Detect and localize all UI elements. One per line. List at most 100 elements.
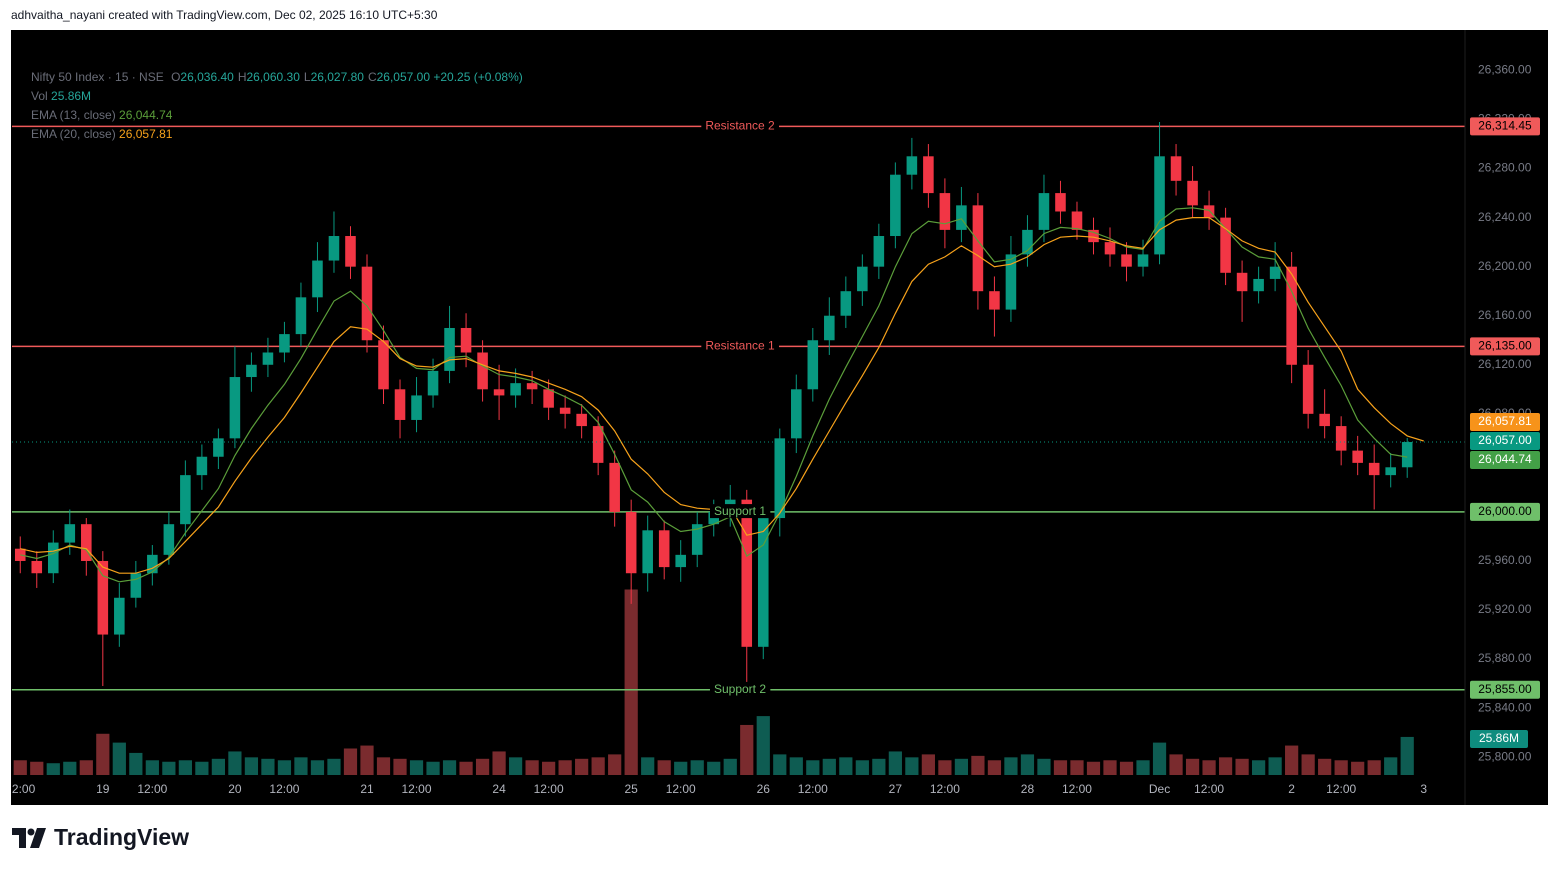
price-tag: [1470, 413, 1540, 431]
volume-bar: [591, 757, 605, 775]
x-tick-label: 26: [757, 782, 771, 796]
volume-bar: [1020, 754, 1035, 775]
volume-bar: [558, 760, 572, 775]
candle-body: [114, 597, 125, 635]
y-tick-label: 25,880.00: [1478, 651, 1532, 665]
y-tick-label: 26,200.00: [1478, 259, 1532, 273]
volume-bar: [872, 758, 886, 775]
candle-body: [246, 364, 257, 378]
volume-bar: [492, 751, 506, 775]
candle-body: [1038, 193, 1050, 230]
candle-body: [757, 518, 769, 647]
volume-bar: [723, 758, 737, 775]
candle-body: [1104, 242, 1116, 255]
candle-body: [1302, 364, 1314, 414]
candle-body: [1170, 156, 1182, 181]
level-name-bg: [701, 338, 780, 353]
volume-bar: [13, 760, 27, 775]
level-price-tag: [1470, 117, 1540, 136]
price-tag-label: 26,057.00: [1478, 433, 1532, 447]
y-tick-label: 25,920.00: [1478, 602, 1532, 616]
x-tick-label: 2: [1288, 782, 1295, 796]
legend-row: EMA (13, close) 26,044.74: [31, 106, 523, 125]
level-price-tag: [1470, 502, 1540, 521]
level-price-label: 26,135.00: [1478, 339, 1532, 353]
volume-bar: [46, 763, 60, 775]
volume-bar: [1053, 760, 1068, 775]
volume-bar: [211, 758, 225, 775]
volume-bar: [1070, 760, 1084, 775]
candle-body: [229, 377, 241, 439]
candle-body: [81, 524, 92, 561]
y-tick-label: 25,800.00: [1478, 749, 1532, 763]
ema-value: 26,057.81: [119, 127, 173, 141]
plot: 12:00 19 12:00 20 12:00 21 12:00 24 12:00 25 12:00…: [12, 121, 1465, 796]
candle-body: [691, 524, 703, 555]
candle-body: [774, 438, 786, 519]
volume-tag-label: 25.86M: [1479, 731, 1519, 745]
x-tick-label: 12:00: [1194, 782, 1224, 796]
volume-bar: [195, 761, 209, 775]
candle-body: [1286, 266, 1297, 365]
volume-bar: [327, 758, 341, 775]
ohlc-name: L: [303, 70, 311, 84]
volume-bar: [789, 757, 803, 775]
volume-bar: [1119, 761, 1134, 775]
y-tick-label: 25,840.00: [1478, 700, 1532, 714]
candle-body: [1236, 272, 1248, 292]
volume-bar: [1136, 760, 1150, 775]
volume-value: 25.86M: [51, 89, 92, 103]
legend-row: Nifty 50 Index · 15 · NSE O26,036.40 H26,…: [31, 68, 523, 87]
volume-bar: [442, 760, 457, 775]
volume-bar: [1334, 760, 1348, 775]
candle-body: [1121, 254, 1132, 267]
ema-line: [20, 207, 1408, 583]
volume-bar: [393, 758, 407, 775]
candle-body: [972, 205, 984, 292]
candle-body: [923, 156, 934, 194]
ohlc-name: C: [367, 70, 377, 84]
candle-body: [592, 426, 604, 463]
x-tick-label: 12:00: [534, 782, 564, 796]
candle-body: [477, 352, 488, 390]
candle-body: [1352, 450, 1363, 463]
candle-body: [1319, 413, 1330, 427]
volume-bar: [1152, 742, 1167, 775]
x-tick-label: 20: [228, 782, 242, 796]
volume-bar: [1103, 760, 1117, 775]
volume-bar: [459, 761, 473, 775]
price-tag-label: 26,044.74: [1478, 452, 1532, 466]
volume-bar: [228, 751, 242, 775]
x-tick-label: 21: [360, 782, 374, 796]
chart-panel: 25,800.00 25,840.00 25,880.00 25,920.00 25,9…: [11, 30, 1548, 805]
candle-body: [1253, 278, 1264, 292]
ohlc-name: H: [237, 70, 247, 84]
x-tick-label: 12:00: [402, 782, 432, 796]
level-price-label: 26,000.00: [1478, 504, 1532, 518]
level-name-bg: [709, 681, 771, 696]
volume-tag: [1470, 730, 1528, 748]
candle-body: [196, 456, 208, 476]
y-tick-label: 25,960.00: [1478, 553, 1532, 567]
x-tick-label: 12:00: [930, 782, 960, 796]
candle-body: [213, 438, 224, 457]
candle-body: [989, 291, 1000, 310]
candle-body: [840, 291, 852, 316]
candle-body: [559, 407, 571, 414]
volume-bar: [1202, 760, 1216, 775]
candle-body: [526, 383, 538, 390]
volume-bar: [1086, 761, 1101, 775]
level-price-label: 25,855.00: [1478, 682, 1532, 696]
volume-bar: [162, 761, 176, 775]
candle-body: [939, 193, 951, 230]
change: +20.25 (+0.08%): [433, 70, 523, 84]
candle-body: [807, 340, 819, 390]
candle-body: [1137, 254, 1149, 267]
volume-bar: [1169, 754, 1183, 775]
price-tag-label: 26,057.81: [1478, 414, 1532, 428]
volume-bar: [525, 760, 539, 775]
volume-bar: [756, 716, 770, 775]
ohlc-name: O: [171, 70, 181, 84]
y-tick-label: 26,160.00: [1478, 308, 1532, 322]
